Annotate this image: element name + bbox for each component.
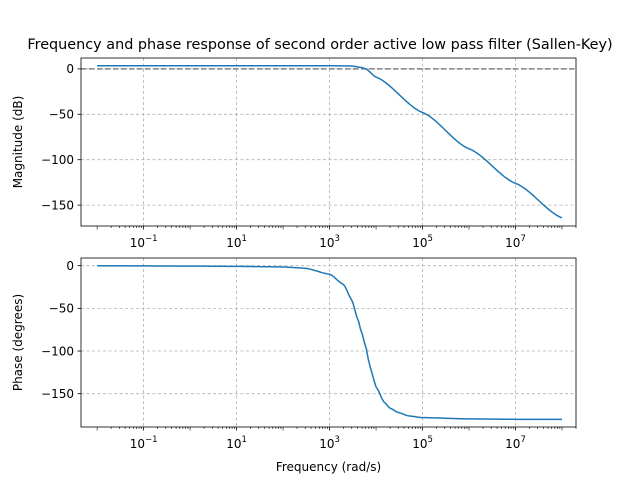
y-axis-label: Magnitude (dB) <box>11 96 25 189</box>
y-tick-label: −50 <box>49 302 74 316</box>
x-tick-label: 101 <box>226 435 247 451</box>
x-tick-label: 10−1 <box>130 234 158 250</box>
figure-title: Frequency and phase response of second o… <box>27 37 612 53</box>
y-axis-label: Phase (degrees) <box>11 294 25 391</box>
x-tick-label: 105 <box>412 435 433 451</box>
x-tick-label: 101 <box>226 234 247 250</box>
axes-frame <box>80 57 577 227</box>
y-tick-label: −100 <box>41 153 74 167</box>
axes-frame <box>80 257 577 428</box>
y-tick-label: −50 <box>49 108 74 122</box>
series-line <box>97 264 563 421</box>
x-tick-label: 10−1 <box>130 435 158 451</box>
x-tick-label: 103 <box>319 234 340 250</box>
y-tick-label: −100 <box>41 344 74 358</box>
x-tick-label: 103 <box>319 435 340 451</box>
x-tick-label: 107 <box>505 435 526 451</box>
y-tick-label: 0 <box>66 259 74 273</box>
subplot-1: 10−1 101 103 105 107 0 −50 −100 −150 Magnitude (d… <box>11 57 577 250</box>
y-tick-label: −150 <box>41 387 74 401</box>
x-axis-label: Frequency (rad/s) <box>276 460 381 474</box>
x-tick-label: 107 <box>505 234 526 250</box>
plots-layer: 10−1 101 103 105 107 0 −50 −100 −150 Magnitude (d… <box>11 57 577 474</box>
y-tick-label: −150 <box>41 198 74 212</box>
subplot-2: 10−1 101 103 105 107 0 −50 −100 −150 Phase (degre… <box>11 257 577 474</box>
y-tick-label: 0 <box>66 62 74 76</box>
x-tick-label: 105 <box>412 234 433 250</box>
series-line <box>97 64 563 219</box>
